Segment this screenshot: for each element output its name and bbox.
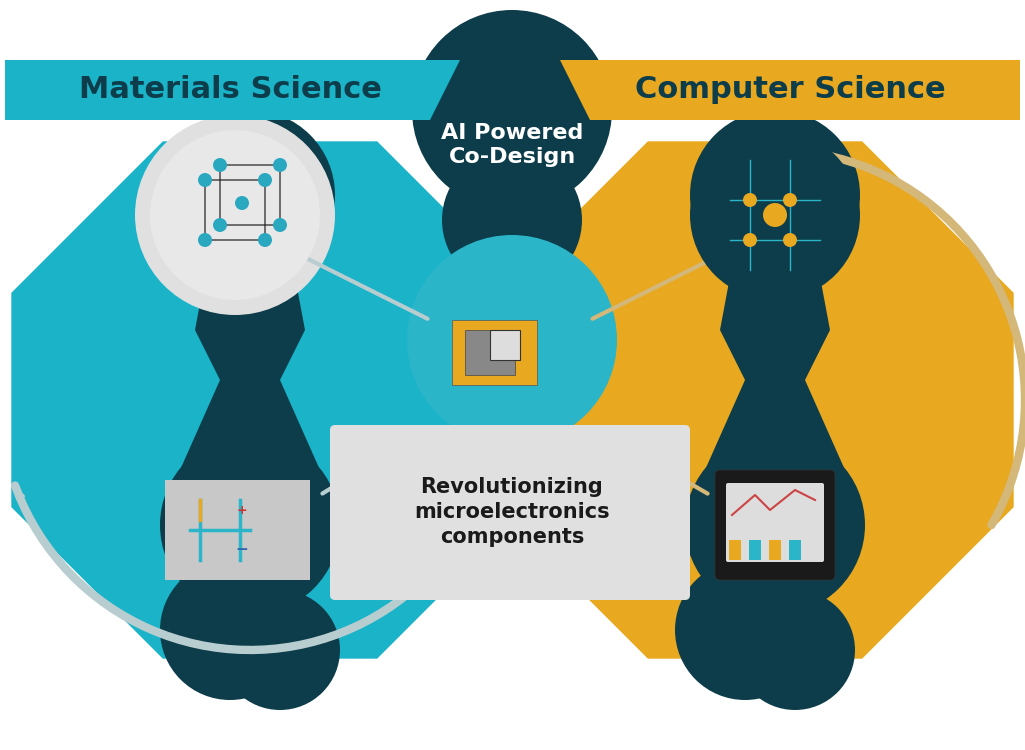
FancyBboxPatch shape bbox=[465, 330, 515, 375]
Polygon shape bbox=[720, 330, 830, 380]
Circle shape bbox=[165, 110, 335, 280]
Circle shape bbox=[743, 193, 757, 207]
Circle shape bbox=[273, 218, 287, 232]
Circle shape bbox=[763, 203, 787, 227]
Circle shape bbox=[258, 173, 272, 187]
Polygon shape bbox=[11, 141, 529, 658]
Circle shape bbox=[735, 590, 855, 710]
Circle shape bbox=[783, 193, 797, 207]
Circle shape bbox=[160, 435, 340, 615]
Circle shape bbox=[743, 233, 757, 247]
Circle shape bbox=[258, 233, 272, 247]
Circle shape bbox=[442, 150, 582, 290]
Circle shape bbox=[407, 235, 617, 445]
Circle shape bbox=[160, 560, 300, 700]
Text: Revolutionizing
microelectronics
components: Revolutionizing microelectronics compone… bbox=[414, 477, 610, 547]
Circle shape bbox=[412, 10, 612, 210]
Polygon shape bbox=[560, 60, 1020, 120]
Circle shape bbox=[213, 218, 227, 232]
Polygon shape bbox=[5, 60, 460, 120]
Circle shape bbox=[783, 233, 797, 247]
Circle shape bbox=[213, 158, 227, 172]
Bar bbox=[789, 540, 801, 560]
Bar bbox=[749, 540, 761, 560]
Text: +: + bbox=[237, 503, 247, 517]
Text: −: − bbox=[236, 542, 248, 557]
Circle shape bbox=[135, 115, 335, 315]
Polygon shape bbox=[180, 380, 320, 470]
Polygon shape bbox=[195, 250, 305, 330]
FancyBboxPatch shape bbox=[452, 320, 537, 385]
Circle shape bbox=[685, 435, 865, 615]
Circle shape bbox=[198, 233, 212, 247]
Polygon shape bbox=[496, 141, 1014, 658]
FancyBboxPatch shape bbox=[726, 483, 824, 562]
Text: AI Powered
Co-Design: AI Powered Co-Design bbox=[441, 122, 583, 167]
Circle shape bbox=[273, 158, 287, 172]
FancyBboxPatch shape bbox=[715, 470, 835, 580]
Polygon shape bbox=[705, 380, 845, 470]
FancyBboxPatch shape bbox=[165, 480, 310, 580]
Polygon shape bbox=[720, 250, 830, 330]
Circle shape bbox=[675, 560, 815, 700]
Circle shape bbox=[220, 590, 340, 710]
Circle shape bbox=[198, 173, 212, 187]
Bar bbox=[729, 540, 741, 560]
Circle shape bbox=[150, 130, 320, 300]
Text: Computer Science: Computer Science bbox=[634, 76, 945, 104]
Circle shape bbox=[690, 110, 860, 280]
Polygon shape bbox=[195, 330, 305, 380]
Polygon shape bbox=[450, 110, 574, 250]
Circle shape bbox=[690, 130, 860, 300]
Circle shape bbox=[235, 196, 249, 210]
Text: Materials Science: Materials Science bbox=[79, 76, 381, 104]
FancyBboxPatch shape bbox=[490, 330, 520, 360]
FancyBboxPatch shape bbox=[330, 425, 690, 600]
Bar bbox=[769, 540, 781, 560]
